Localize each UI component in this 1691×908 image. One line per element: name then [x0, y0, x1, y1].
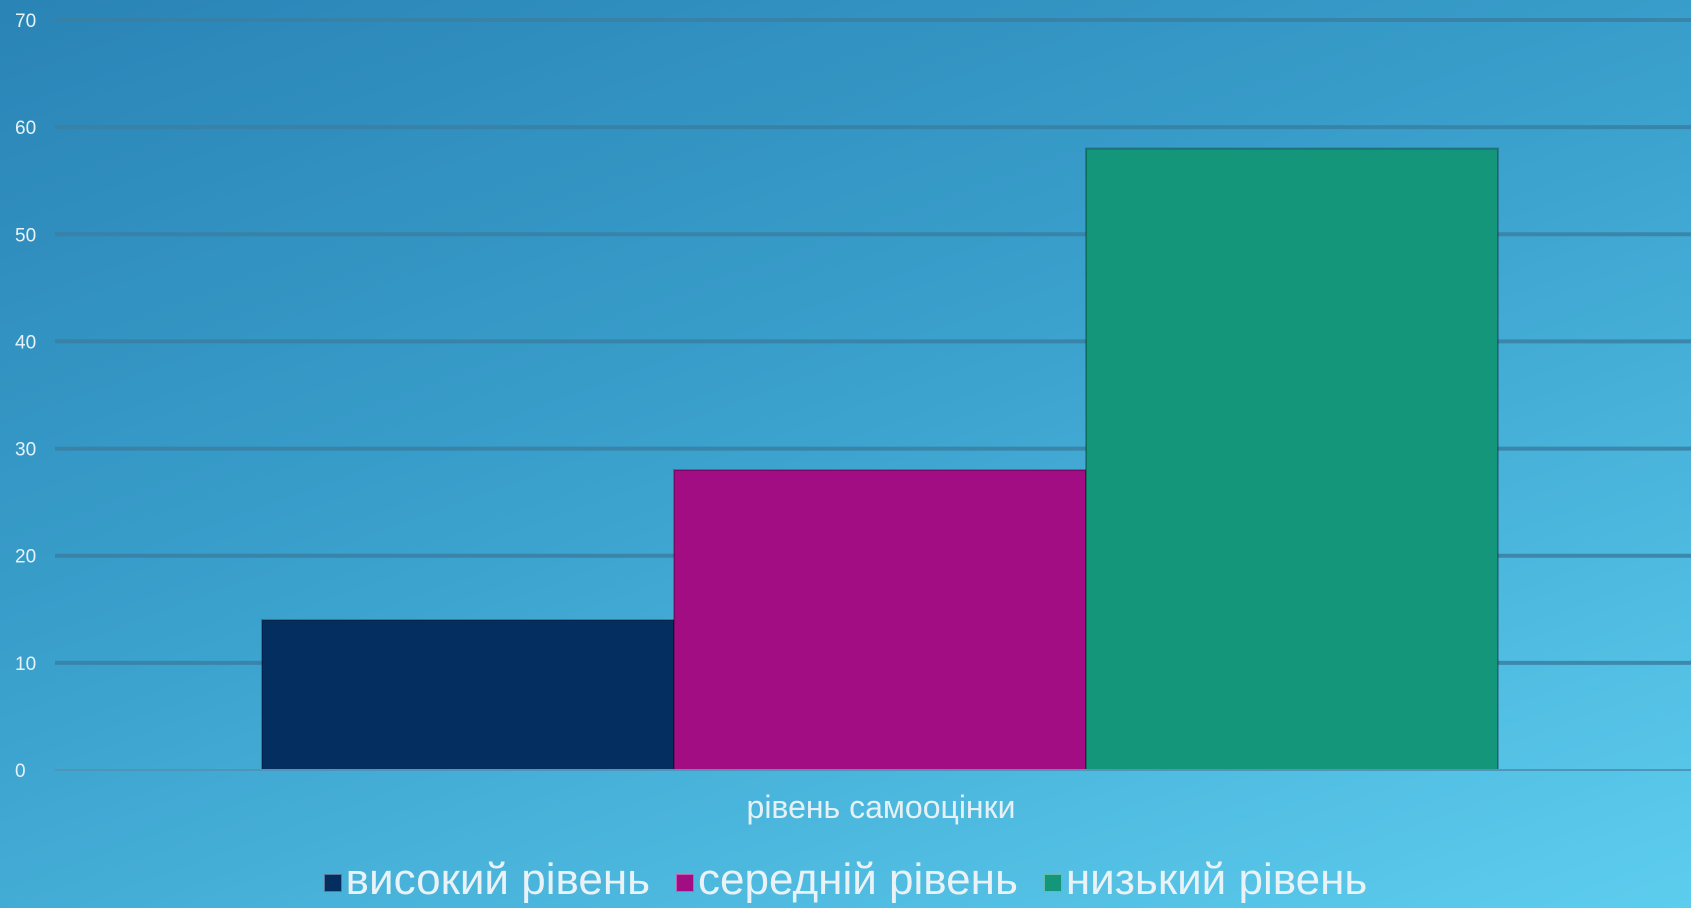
y-tick-label: 20: [15, 547, 36, 568]
legend: високий рівень середній рівень низький рів…: [0, 852, 1691, 908]
y-tick-label: 30: [15, 440, 36, 461]
bars: [261, 147, 1499, 772]
y-tick-label: 50: [15, 225, 36, 246]
y-tick-label: 10: [15, 654, 36, 675]
legend-label: низький рівень: [1065, 855, 1368, 904]
y-tick-label: 70: [15, 11, 36, 32]
legend-swatch: [676, 874, 695, 892]
y-tick-label: 60: [15, 118, 36, 139]
bar-2: [673, 469, 1087, 771]
bar-3: [1085, 147, 1499, 772]
x-axis-categories: рівень самооцінки: [747, 789, 1016, 825]
y-tick-label: 0: [15, 761, 26, 782]
x-category-label: рівень самооцінки: [747, 789, 1016, 825]
legend-label: високий рівень: [345, 855, 651, 904]
legend-swatch: [1043, 874, 1062, 892]
legend-swatch: [323, 874, 342, 892]
gridlines: [55, 18, 1691, 665]
legend-item: високий рівень: [323, 855, 651, 904]
bar-1: [261, 619, 675, 771]
legend-item: середній рівень: [676, 858, 1018, 902]
y-tick-label: 40: [15, 332, 36, 353]
legend-item: низький рівень: [1043, 855, 1368, 904]
legend-label: середній рівень: [698, 855, 1018, 904]
y-axis-ticks: 0 10 20 30 40 50 60 70: [15, 11, 36, 782]
